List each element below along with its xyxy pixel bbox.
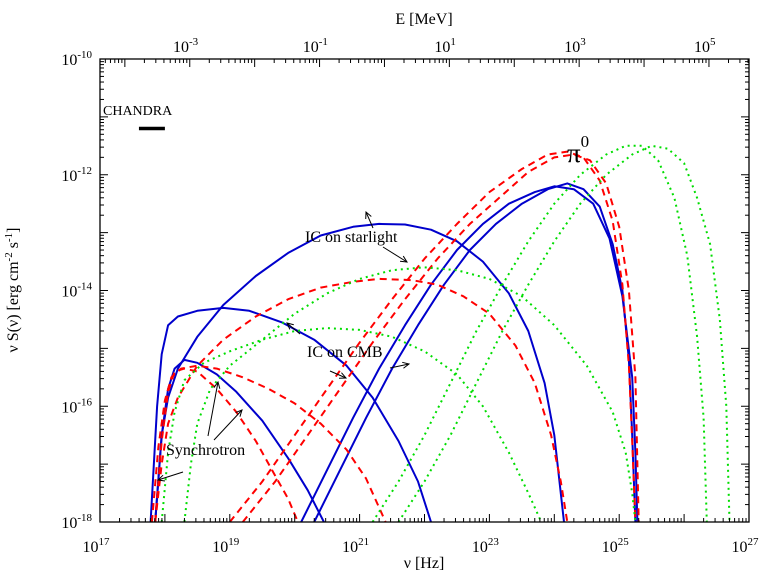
x2-tick-label-base: 10 bbox=[434, 39, 450, 56]
x2-tick-label: 101 bbox=[434, 36, 456, 56]
annotation-arrow bbox=[207, 381, 219, 437]
y-tick-label: 10-10 bbox=[61, 49, 92, 69]
x2-tick-label-exponent: -1 bbox=[319, 36, 328, 48]
annotation-arrow bbox=[365, 211, 374, 229]
axis-ticks: 1017 1019 1021 1023 1025 102710-1810-1610-141… bbox=[61, 36, 759, 556]
top-axis-title: E [MeV] bbox=[395, 11, 452, 28]
x2-tick-label-base: 10 bbox=[564, 39, 580, 56]
annotation-arrow bbox=[157, 471, 184, 481]
annotation-arrow bbox=[389, 363, 410, 369]
x-axis-title: ν [Hz] bbox=[404, 555, 445, 572]
pi0-symbol: π bbox=[567, 138, 581, 168]
x-tick-label-base: 10 bbox=[212, 539, 228, 556]
x-tick-label: 1019 bbox=[212, 536, 240, 556]
annotation-arrowhead bbox=[156, 474, 166, 482]
synchrotron-label: Synchrotron bbox=[166, 442, 245, 459]
x-tick-label: 1027 bbox=[732, 536, 759, 556]
y-tick-label: 10-16 bbox=[61, 396, 92, 416]
pi0-label: π0 bbox=[567, 132, 589, 168]
series-line bbox=[149, 306, 432, 522]
series-line bbox=[154, 277, 569, 522]
annotation-arrowhead bbox=[399, 255, 408, 263]
x-tick-label: 1025 bbox=[602, 536, 630, 556]
x-tick-label-base: 10 bbox=[342, 539, 358, 556]
x-tick-label: 1017 bbox=[83, 536, 111, 556]
annotation-arrow bbox=[329, 370, 347, 379]
x2-tick-label-exponent: 5 bbox=[710, 36, 716, 48]
series-line bbox=[183, 266, 637, 522]
x-tick-label-exponent: 27 bbox=[748, 536, 759, 548]
y-axis-title: ν S(ν) [erg cm-2 s-1] bbox=[3, 228, 22, 353]
x-tick-label: 1021 bbox=[342, 536, 369, 556]
x2-tick-label: 10-1 bbox=[303, 36, 328, 56]
y-axis-title-part: ] bbox=[5, 228, 22, 233]
y-tick-label-exponent: -14 bbox=[77, 281, 92, 293]
y-tick-label: 10-12 bbox=[61, 165, 92, 185]
annotation-arrow bbox=[213, 409, 243, 441]
x-tick-label-base: 10 bbox=[732, 539, 748, 556]
series-line bbox=[160, 327, 543, 522]
chandra-label: CHANDRA bbox=[103, 104, 173, 119]
series-line bbox=[150, 364, 387, 522]
x2-tick-label-base: 10 bbox=[694, 39, 710, 56]
annotation-arrowhead bbox=[213, 380, 221, 389]
x2-tick-label-exponent: 1 bbox=[450, 36, 456, 48]
series-line bbox=[154, 358, 325, 522]
series-layer bbox=[149, 144, 731, 522]
y-tick-label-exponent: -12 bbox=[77, 165, 92, 177]
annotation-arrowhead bbox=[365, 210, 372, 220]
x2-tick-label-exponent: 3 bbox=[580, 36, 586, 48]
annotation-arrow bbox=[286, 322, 301, 335]
x2-tick-label-base: 10 bbox=[303, 39, 319, 56]
y-tick-label-base: 10 bbox=[61, 52, 77, 69]
annotation-arrowhead bbox=[338, 372, 348, 379]
y-axis-title-part: s bbox=[5, 242, 22, 252]
series-line bbox=[371, 144, 708, 522]
x2-tick-label: 103 bbox=[564, 36, 586, 56]
y-tick-label: 10-14 bbox=[61, 281, 92, 301]
x2-tick-label-exponent: -3 bbox=[189, 36, 199, 48]
x-tick-label-exponent: 19 bbox=[228, 536, 240, 548]
annotation-arrow bbox=[382, 246, 408, 263]
x2-tick-label-base: 10 bbox=[173, 39, 189, 56]
y-tick-label-exponent: -18 bbox=[77, 512, 92, 524]
x-tick-label-base: 10 bbox=[602, 539, 618, 556]
pi0-superscript: 0 bbox=[581, 132, 590, 151]
x2-tick-label: 105 bbox=[694, 36, 716, 56]
y-axis-title-sup: -2 bbox=[3, 252, 15, 261]
series-line bbox=[397, 144, 731, 522]
series-line bbox=[242, 153, 640, 522]
y-tick-label-base: 10 bbox=[61, 168, 77, 185]
y-tick-label-exponent: -16 bbox=[77, 396, 92, 408]
series-line bbox=[154, 222, 565, 522]
x-tick-label-exponent: 17 bbox=[99, 536, 111, 548]
y-tick-label-base: 10 bbox=[61, 284, 77, 301]
y-tick-label-base: 10 bbox=[61, 399, 77, 416]
y-tick-label-base: 10 bbox=[61, 515, 77, 532]
ic-starlight-label: IC on starlight bbox=[305, 229, 398, 246]
annotation-arrowhead bbox=[235, 409, 243, 417]
x2-tick-label: 10-3 bbox=[173, 36, 199, 56]
y-tick-label: 10-18 bbox=[61, 512, 92, 532]
x-tick-label-exponent: 23 bbox=[488, 536, 500, 548]
x-tick-label-exponent: 25 bbox=[618, 536, 630, 548]
annotation-arrowhead bbox=[286, 322, 294, 330]
y-axis-title-part: ν S(ν) [erg cm bbox=[5, 261, 22, 353]
annotation-arrows bbox=[156, 210, 411, 482]
series-line bbox=[154, 367, 299, 522]
ic-cmb-label: IC on CMB bbox=[307, 344, 383, 361]
annotation-arrowhead bbox=[402, 361, 411, 369]
series-line bbox=[229, 150, 637, 522]
x-tick-label: 1023 bbox=[472, 536, 500, 556]
y-axis-title-sup: -1 bbox=[3, 233, 15, 242]
y-tick-label-exponent: -10 bbox=[77, 49, 92, 61]
x-tick-label-base: 10 bbox=[472, 539, 488, 556]
x-tick-label-exponent: 21 bbox=[358, 536, 369, 548]
x-tick-label-base: 10 bbox=[83, 539, 99, 556]
